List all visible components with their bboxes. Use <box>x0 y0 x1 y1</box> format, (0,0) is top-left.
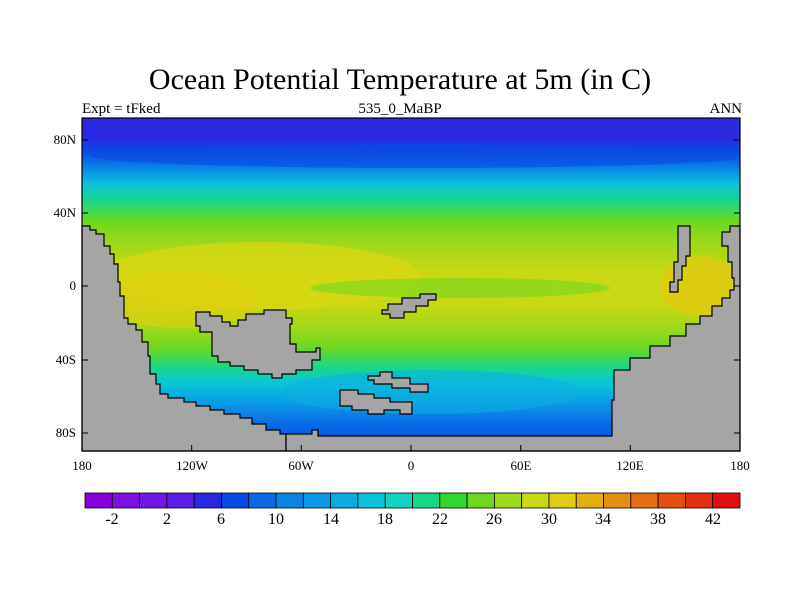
colorbar-swatch <box>330 492 359 509</box>
y-tick-label: 80N <box>53 132 76 147</box>
colorbar-swatch <box>248 492 277 509</box>
land-south-island-a <box>367 371 429 393</box>
y-tick-label: 40S <box>55 352 76 367</box>
x-tick-label: 180 <box>72 458 92 473</box>
x-tick-label: 0 <box>407 458 415 473</box>
y-tick-label: 0 <box>69 278 77 293</box>
colorbar-swatch <box>493 492 523 509</box>
x-tick-label: 180 <box>730 458 750 473</box>
land-south-island-b <box>339 389 413 415</box>
colorbar-label: 42 <box>705 511 721 528</box>
colorbar-swatch <box>357 492 386 509</box>
colorbar-label: 30 <box>541 511 557 528</box>
colorbar-swatch <box>548 492 577 509</box>
colorbar-label: 2 <box>163 511 171 528</box>
colorbar-swatch <box>221 492 250 509</box>
colorbar-label: 6 <box>217 511 225 528</box>
land-southern-continent <box>285 225 741 452</box>
colorbar-swatch <box>466 492 495 509</box>
land-east-sliver <box>669 225 691 293</box>
colorbar-label: 34 <box>595 511 611 528</box>
colorbar-label: 10 <box>268 511 284 528</box>
colorbar-swatch <box>603 492 632 509</box>
map-title: Ocean Potential Temperature at 5m (in C) <box>148 63 652 96</box>
y-tick-marks <box>82 139 740 434</box>
colorbar-swatch <box>111 492 140 509</box>
colorbar-swatch <box>166 492 195 509</box>
land-central-south <box>195 309 321 379</box>
land-masses <box>81 225 741 452</box>
y-tick-label: 40N <box>53 205 76 220</box>
season-label: ANN <box>709 101 743 117</box>
colorbar-swatch <box>657 492 686 509</box>
colorbar-swatch <box>302 492 332 509</box>
colorbar-swatch <box>685 492 714 509</box>
colorbar-label: 18 <box>377 511 393 528</box>
temperature-field <box>82 118 740 451</box>
colorbar-label: -2 <box>105 511 119 528</box>
colorbar-swatch <box>412 492 441 509</box>
colorbar-swatch <box>521 492 550 509</box>
experiment-label: Expt = tFked <box>82 101 161 117</box>
x-tick-label: 60E <box>510 458 532 473</box>
colorbar-swatch <box>139 492 168 509</box>
colorbar-swatch <box>84 492 113 509</box>
time-label: 535_0_MaBP <box>358 101 442 117</box>
y-tick-label: 80S <box>55 425 76 440</box>
colorbar-swatch <box>275 492 304 509</box>
colorbar-label: 26 <box>486 511 502 528</box>
colorbar-swatch <box>575 492 604 509</box>
land-mid-island <box>381 293 437 319</box>
colorbar-swatch <box>630 492 659 509</box>
colorbar-swatch <box>712 492 741 509</box>
colorbar-label: 22 <box>432 511 448 528</box>
colorbar-swatch <box>439 492 468 509</box>
land-west <box>81 225 287 452</box>
colorbar-swatch <box>384 492 413 509</box>
colorbar-label: 38 <box>650 511 666 528</box>
colorbar-swatch <box>193 492 222 509</box>
x-tick-label: 120W <box>176 458 208 473</box>
x-tick-marks <box>81 445 741 451</box>
x-tick-label: 60W <box>288 458 314 473</box>
colorbar-label: 14 <box>323 511 339 528</box>
colorbar <box>84 492 741 509</box>
x-tick-label: 120E <box>616 458 644 473</box>
